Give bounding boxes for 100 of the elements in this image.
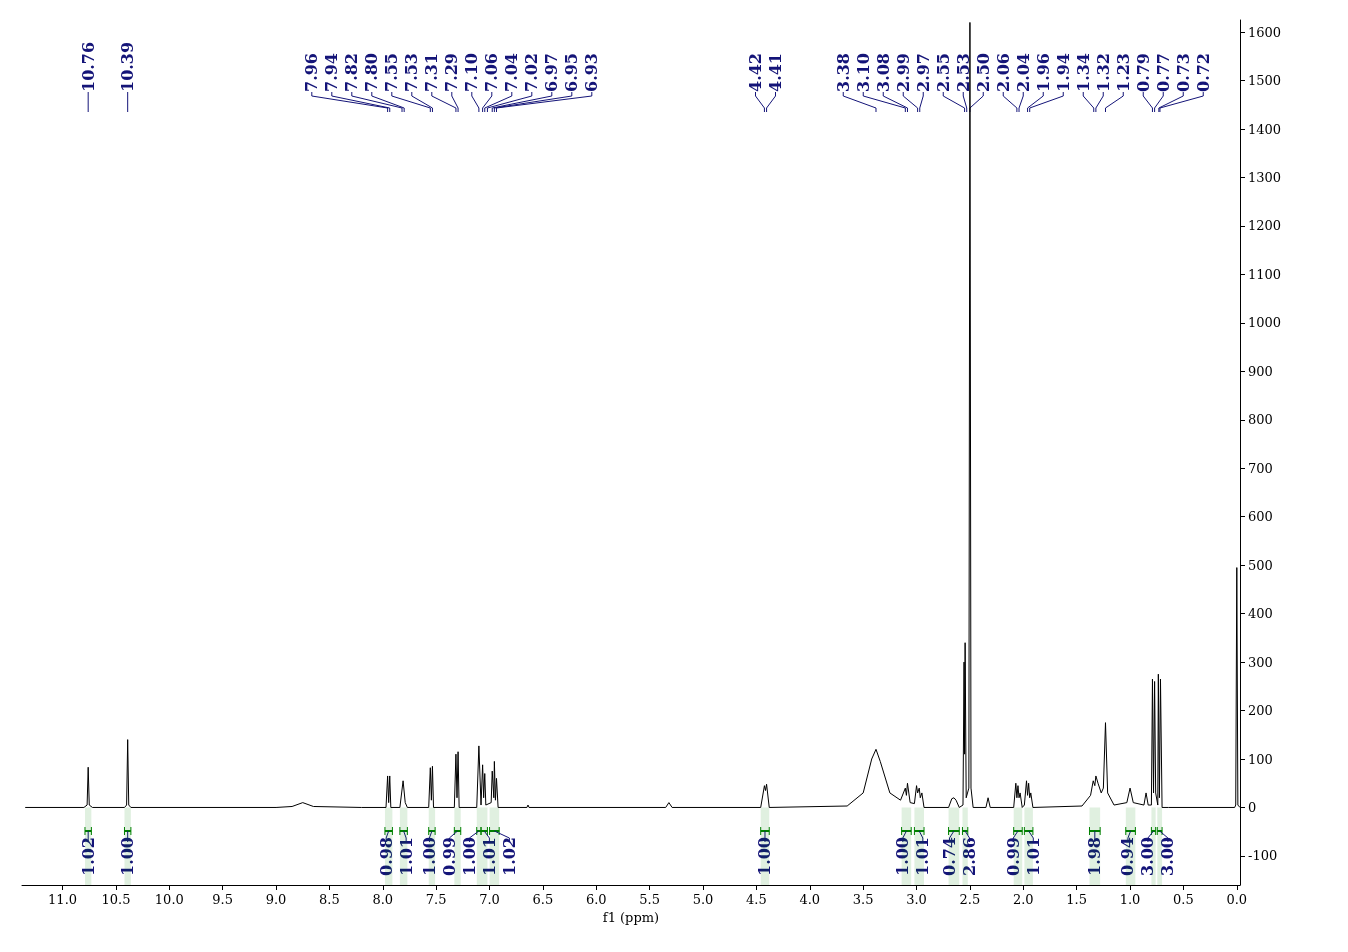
band-label: 0.98 [376, 837, 396, 876]
band-label: 2.86 [960, 837, 980, 876]
annotation: 1.96 [1033, 53, 1053, 92]
annotation: 2.99 [893, 53, 913, 92]
y-tick-label: 1000 [1248, 315, 1282, 331]
annotation: 1.34 [1073, 53, 1093, 92]
band-label: 3.00 [1138, 837, 1158, 876]
y-tick-label: 1400 [1248, 121, 1282, 137]
y-tick-label: 200 [1248, 703, 1273, 719]
band-label: 1.00 [755, 837, 775, 876]
x-tick-label: 9.5 [212, 892, 234, 907]
annotation: 3.10 [853, 53, 873, 92]
annotation: 2.06 [993, 53, 1013, 92]
annotation: 2.53 [953, 53, 973, 92]
x-tick-label: 2.0 [1012, 892, 1034, 907]
x-tick-label: 1.0 [1119, 892, 1141, 907]
band-label: 0.94 [1118, 837, 1138, 876]
band-label: 1.00 [118, 837, 138, 876]
annotation: 3.08 [873, 53, 893, 92]
x-tick-label: 10.0 [154, 892, 184, 907]
x-tick-label: 3.0 [906, 892, 927, 907]
y-tick-label: 1100 [1248, 266, 1282, 282]
annotation: 6.97 [542, 53, 562, 92]
x-tick-label: 5.5 [639, 892, 661, 907]
x-axis-title: f1 (ppm) [602, 910, 660, 925]
annotation: 4.41 [766, 53, 785, 92]
band-label: 0.99 [439, 837, 459, 876]
annotation: 1.23 [1113, 53, 1133, 92]
y-tick-label: 100 [1248, 751, 1273, 767]
y-tick-label: 1200 [1248, 218, 1282, 234]
band-label: 0.74 [940, 837, 960, 876]
annotation: 0.77 [1153, 53, 1173, 92]
annotation: 1.94 [1053, 53, 1073, 92]
band-label: 1.01 [396, 837, 416, 876]
annotation: 7.80 [362, 53, 382, 92]
annotation: 2.04 [1013, 53, 1033, 92]
band-label: 1.98 [1085, 837, 1105, 876]
band-label: 1.01 [1023, 837, 1043, 876]
y-tick-label: 800 [1248, 412, 1273, 428]
annotation: 2.50 [973, 53, 993, 92]
x-tick-label: 4.5 [746, 892, 767, 907]
band-label: 1.00 [419, 837, 439, 876]
y-tick-label: 1300 [1248, 169, 1282, 185]
x-tick-label: 2.5 [959, 892, 981, 907]
x-tick-label: 7.5 [425, 892, 447, 907]
x-tick-label: 0.5 [1173, 892, 1194, 907]
y-tick-label: -100 [1248, 848, 1278, 864]
x-tick-label: 0.0 [1226, 892, 1248, 907]
x-tick-label: 11.0 [48, 892, 78, 907]
y-tick-label: 300 [1248, 654, 1273, 670]
annotation: 7.96 [302, 53, 322, 92]
x-tick-label: 9.0 [265, 892, 287, 907]
annotation: 6.93 [582, 53, 602, 92]
y-tick-label: 600 [1248, 509, 1273, 525]
band-label: 0.99 [1003, 837, 1023, 876]
y-tick-label: 500 [1248, 557, 1273, 573]
annotation: 7.29 [442, 53, 462, 92]
band-label: 1.00 [893, 837, 913, 876]
annotation: 7.10 [462, 53, 482, 92]
annotation: 2.55 [933, 53, 953, 92]
x-tick-label: 3.5 [852, 892, 874, 907]
annotation: 10.39 [118, 41, 138, 92]
annotation: 7.53 [402, 53, 422, 92]
band-label: 1.01 [913, 837, 933, 876]
x-tick-label: 4.0 [799, 892, 821, 907]
annotation: 0.72 [1193, 53, 1213, 92]
x-tick-label: 6.5 [532, 892, 554, 907]
x-tick-label: 5.0 [692, 892, 714, 907]
y-tick-label: 0 [1248, 799, 1257, 815]
y-tick-label: 400 [1248, 606, 1273, 622]
x-tick-label: 7.0 [479, 892, 500, 907]
y-tick-label: 700 [1248, 460, 1273, 476]
x-tick-label: 8.5 [319, 892, 340, 907]
band-label: 1.02 [499, 837, 519, 876]
annotation: 7.94 [322, 53, 342, 92]
x-tick-label: 8.0 [372, 892, 394, 907]
y-tick-label: 900 [1248, 363, 1273, 379]
band-label: 1.00 [459, 837, 479, 876]
band-label: 3.00 [1158, 837, 1178, 876]
y-tick-label: 1500 [1248, 73, 1282, 89]
annotation: 10.76 [78, 41, 98, 92]
annotation: 7.04 [502, 53, 522, 92]
x-tick-label: 6.0 [585, 892, 607, 907]
x-tick-label: 10.5 [101, 892, 131, 907]
x-tick-label: 1.5 [1066, 892, 1088, 907]
annotation: 1.32 [1093, 53, 1113, 92]
annotation: 7.82 [342, 53, 362, 92]
annotation: 7.06 [482, 53, 502, 92]
annotation: 2.97 [913, 53, 933, 92]
annotation: 7.55 [382, 53, 402, 92]
annotation: 0.79 [1133, 53, 1153, 92]
band-label: 1.02 [78, 837, 98, 876]
annotation: 6.95 [562, 53, 582, 92]
annotation: 0.73 [1173, 53, 1193, 92]
annotation: 7.02 [522, 53, 542, 92]
annotation: 3.38 [833, 53, 853, 92]
annotation: 7.31 [422, 53, 442, 92]
y-tick-label: 1600 [1248, 24, 1282, 40]
annotation: 4.42 [746, 53, 765, 92]
band-label: 1.01 [479, 837, 499, 876]
